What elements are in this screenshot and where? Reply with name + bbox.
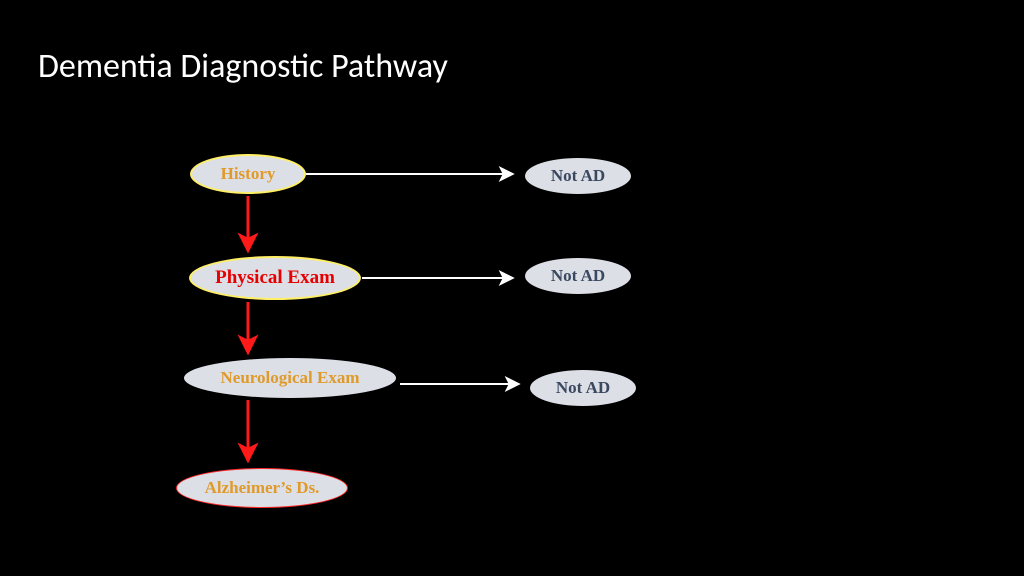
node-alz: Alzheimer’s Ds.	[176, 468, 348, 508]
node-physical: Physical Exam	[189, 256, 361, 300]
node-history: History	[190, 154, 306, 194]
node-notad1: Not AD	[525, 158, 631, 194]
node-neuro: Neurological Exam	[184, 358, 396, 398]
slide-title: Dementia Diagnostic Pathway	[38, 46, 448, 87]
node-notad3: Not AD	[530, 370, 636, 406]
node-notad2: Not AD	[525, 258, 631, 294]
